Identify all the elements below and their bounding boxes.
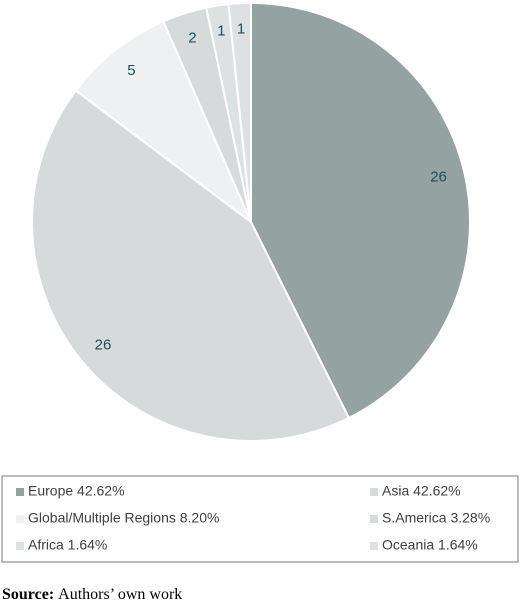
legend-swatch — [370, 542, 378, 550]
pie-slice — [250, 1, 471, 420]
legend-label: Africa 1.64% — [28, 537, 107, 553]
legend-label: S.America 3.28% — [382, 510, 490, 526]
source-label: Source: — [2, 586, 54, 603]
data-label: 26 — [95, 336, 112, 353]
data-label: 1 — [217, 23, 225, 40]
legend-swatch — [370, 515, 378, 523]
legend-label: Oceania 1.64% — [382, 537, 478, 553]
source-text: Authors’ own work — [58, 586, 182, 603]
legend-swatch — [16, 542, 24, 550]
legend-label: Asia 42.62% — [382, 483, 461, 499]
data-label: 5 — [127, 62, 135, 79]
legend-label: Global/Multiple Regions 8.20% — [28, 510, 219, 526]
legend-label: Europe 42.62% — [28, 483, 125, 499]
legend-swatch — [16, 515, 24, 523]
data-label: 1 — [237, 21, 245, 38]
pie-slice — [31, 89, 351, 442]
legend-swatch — [370, 488, 378, 496]
data-label: 2 — [188, 29, 196, 46]
pie-slice — [74, 20, 254, 226]
legend-swatch — [16, 488, 24, 496]
data-label: 26 — [430, 169, 447, 186]
legend-box — [1, 475, 519, 563]
source: Source: Authors’ own work — [2, 586, 182, 603]
pie-slice — [227, 1, 252, 223]
